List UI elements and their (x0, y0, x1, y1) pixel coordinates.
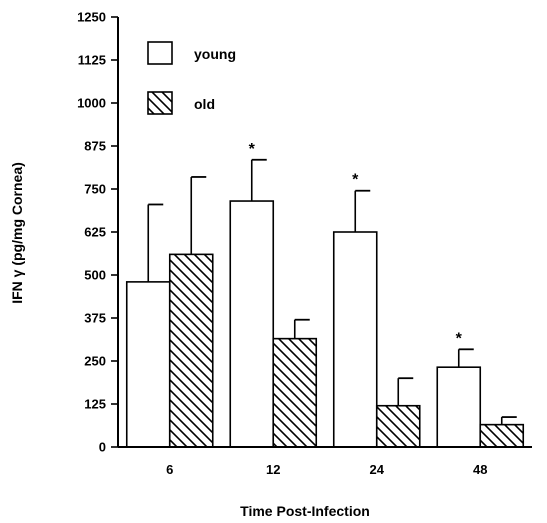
legend-item-young: young (147, 41, 236, 65)
bars-layer (125, 200, 525, 448)
y-tick-label: 625 (84, 225, 106, 240)
x-tick-label: 24 (370, 462, 385, 477)
legend-label-old: old (194, 96, 215, 112)
bar-old (272, 337, 318, 448)
significance-marker: * (352, 172, 359, 189)
x-axis-ticks: 6 12 24 48 (166, 462, 487, 477)
significance-markers: * * * (249, 141, 463, 348)
y-tick-label: 1250 (77, 10, 106, 25)
y-axis-ticks: 0 125 250 375 500 625 750 875 1000 1125 1250 (77, 10, 118, 455)
x-tick-label: 12 (266, 462, 280, 477)
y-tick-label: 500 (84, 268, 106, 283)
x-axis-title: Time Post-Infection (240, 503, 370, 519)
legend-item-old: old (147, 91, 215, 115)
x-tick-label: 6 (166, 462, 173, 477)
y-tick-label: 250 (84, 354, 106, 369)
y-tick-label: 0 (99, 440, 106, 455)
bar-young (229, 200, 275, 448)
y-tick-label: 375 (84, 311, 106, 326)
x-tick-label: 48 (473, 462, 487, 477)
y-tick-label: 750 (84, 182, 106, 197)
bar-young (125, 281, 171, 448)
y-tick-label: 1125 (78, 53, 106, 68)
bar-old (479, 423, 525, 448)
bar-old (168, 253, 214, 448)
error-bars-layer (147, 158, 517, 425)
bar-young (332, 231, 378, 448)
significance-marker: * (249, 141, 256, 158)
legend-swatch-old (147, 91, 173, 115)
y-axis-title: IFN γ (pg/mg Cornea) (9, 162, 25, 304)
bar-young (436, 366, 482, 448)
significance-marker: * (456, 330, 463, 347)
y-tick-label: 125 (84, 397, 106, 412)
legend-label-young: young (194, 46, 236, 62)
legend: young old (147, 41, 236, 115)
y-tick-label: 875 (84, 139, 106, 154)
bar-old (375, 404, 421, 448)
y-tick-label: 1000 (77, 96, 106, 111)
legend-swatch-young (147, 41, 173, 65)
